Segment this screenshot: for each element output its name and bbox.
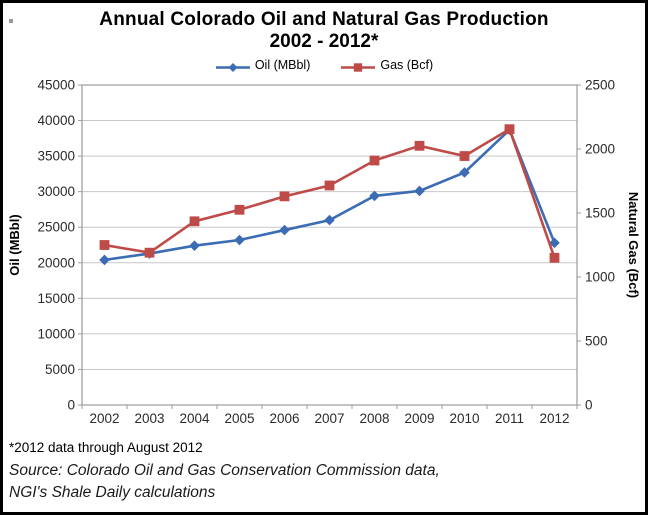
- legend-label-gas: Gas (Bcf): [380, 58, 434, 72]
- left-axis: [78, 84, 82, 406]
- x-tick-label: 2008: [359, 411, 389, 426]
- x-tick-label: 2003: [134, 411, 164, 426]
- smudge-artifact: [9, 19, 13, 23]
- left-tick-label: 35000: [37, 149, 75, 164]
- x-tick-label: 2011: [495, 411, 524, 426]
- chart-svg: 0500010000150002000025000300003500040000…: [7, 79, 641, 426]
- x-tick-label: 2002: [89, 411, 119, 426]
- legend-item-oil: Oil (MBbl): [215, 58, 311, 72]
- left-tick-label: 5000: [45, 362, 75, 377]
- gas-line-square-icon: [340, 60, 376, 72]
- source-line2: NGI's Shale Daily calculations: [9, 484, 216, 501]
- left-tick-label: 0: [67, 398, 75, 413]
- chart-title-line2: 2002 - 2012*: [269, 31, 379, 52]
- legend: Oil (MBbl) Gas (Bcf): [3, 58, 645, 72]
- footnote: *2012 data through August 2012: [9, 440, 203, 455]
- left-tick-label: 15000: [37, 291, 75, 306]
- gridlines: [82, 120, 577, 370]
- x-tick-label: 2009: [404, 411, 434, 426]
- right-axis: [577, 84, 581, 406]
- x-tick-label: 2010: [449, 411, 479, 426]
- legend-item-gas: Gas (Bcf): [340, 58, 433, 72]
- right-tick-label: 2000: [585, 142, 615, 157]
- x-tick-label: 2006: [269, 411, 299, 426]
- legend-label-oil: Oil (MBbl): [254, 58, 311, 72]
- left-tick-label: 20000: [37, 255, 75, 270]
- series-oil: [99, 124, 560, 266]
- chart-title-line1: Annual Colorado Oil and Natural Gas Prod…: [99, 9, 549, 30]
- left-tick-label: 45000: [37, 79, 75, 93]
- right-tick-label: 2500: [585, 79, 615, 93]
- left-tick-label: 40000: [37, 113, 75, 128]
- plot-border: [81, 84, 578, 406]
- left-axis-title: Oil (MBbl): [7, 214, 22, 275]
- right-axis-title: Natural Gas (Bcf): [626, 192, 641, 298]
- right-tick-label: 500: [585, 334, 608, 349]
- x-tick-label: 2007: [314, 411, 344, 426]
- right-tick-label: 1000: [585, 270, 615, 285]
- x-axis: [81, 405, 578, 409]
- source-line1: Source: Colorado Oil and Gas Conservatio…: [9, 462, 440, 479]
- x-tick-label: 2012: [539, 411, 569, 426]
- left-tick-label: 10000: [37, 326, 75, 341]
- left-tick-label: 30000: [37, 184, 75, 199]
- series-line: [104, 127, 556, 259]
- x-tick-label: 2005: [224, 411, 254, 426]
- series-gas: [99, 124, 560, 263]
- right-tick-label: 1500: [585, 206, 615, 221]
- x-tick-label: 2004: [179, 411, 210, 426]
- left-tick-label: 25000: [37, 220, 75, 235]
- right-tick-label: 0: [585, 398, 593, 413]
- oil-line-diamond-icon: [215, 60, 251, 72]
- series-line: [104, 127, 556, 262]
